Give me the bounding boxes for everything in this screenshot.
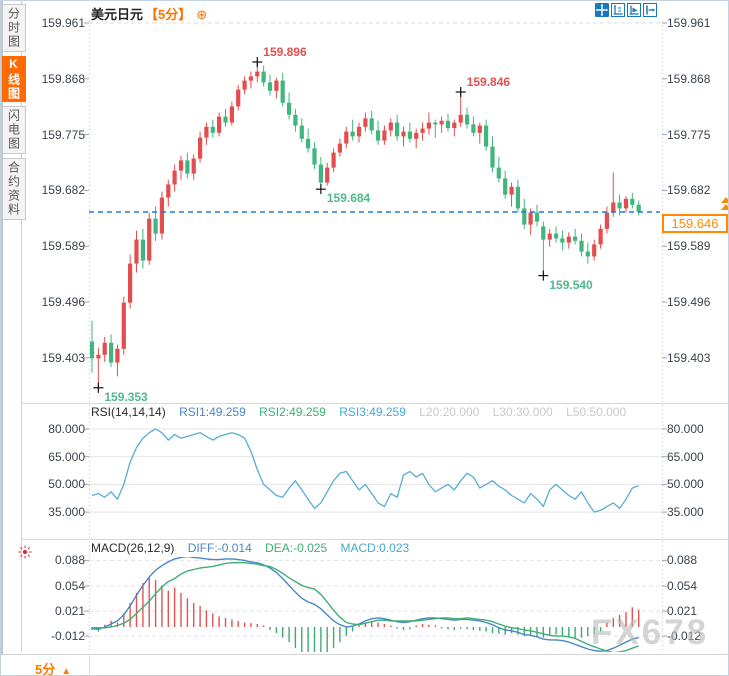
plot-borders [89,21,663,653]
rsi3-value: RSI3:49.259 [339,405,406,419]
main-y-label-left: 159.868 [41,72,85,86]
main-y-label-left: 159.496 [41,295,85,309]
shift-right-icon[interactable] [643,3,657,22]
main-y-label-right: 159.868 [667,72,711,86]
chart-toolbar [595,3,657,22]
crosshair-marker [252,57,263,67]
window-left-border [1,1,3,675]
main-y-label-left: 159.403 [41,351,85,365]
main-y-label-right: 159.589 [667,239,711,253]
crosshair-marker [93,382,104,393]
rsi-y-label-right: 65.000 [667,450,704,464]
crosshair-marker [455,87,466,97]
rsi-line [91,428,639,513]
rsi-y-label-right: 80.000 [667,422,704,436]
period-selector[interactable]: 5分 ▲ [35,659,72,676]
chart-title: 美元日元 【5分】 ⊕ [91,4,207,23]
rsi-y-label-left: 35.000 [48,505,85,519]
candlesticks [89,62,641,388]
crosshair-marker [538,270,549,281]
zoom-x-axis-icon[interactable] [627,3,641,22]
price-annotation: 159.684 [326,191,371,206]
rsi-y-label-left: 50.000 [48,477,85,491]
rsi-y-label-right: 50.000 [667,477,704,491]
main-y-label-right: 159.403 [667,351,711,365]
watermark: FX678 [591,613,710,652]
rsi-header: RSI(14,14,14) RSI1:49.259 RSI2:49.259 RS… [91,405,661,419]
sidebar-tab-4[interactable]: 合约资料 [2,158,26,220]
rsi-l50: L50:50.000 [566,405,627,419]
rsi2-value: RSI2:49.259 [259,405,326,419]
main-y-label-right: 159.775 [667,128,711,142]
macd-y-label-right: -0.012 [667,629,702,643]
add-indicator-icon[interactable]: ⊕ [196,7,208,22]
pan-icon[interactable] [595,3,609,22]
rsi-l20: L20:20.000 [419,405,480,419]
macd-header: MACD(26,12,9) DIFF:-0.014 DEA:-0.025 MAC… [91,541,661,555]
panel-dividers [21,403,728,540]
price-annotation: 159.353 [104,389,148,404]
bottom-bar-divider [89,655,90,675]
macd-histogram [91,577,640,652]
current-price-badge: 159.646 [662,214,728,233]
macd-y-label-left: 0.021 [54,604,85,618]
main-y-label-left: 159.682 [41,183,85,197]
rsi-y-label-right: 35.000 [667,505,704,519]
macd-params: MACD(26,12,9) [91,541,175,555]
rsi-y-label-left: 65.000 [48,450,85,464]
main-y-label-right: 159.496 [667,295,711,309]
main-y-label-right: 159.961 [667,16,711,30]
price-annotation: 159.896 [263,45,307,59]
sidebar-tab-3[interactable]: 闪电图 [2,106,26,154]
macd-y-label-left: 0.054 [54,579,85,593]
zoom-y-axis-icon[interactable] [611,3,625,22]
axis-ticks [84,22,667,637]
diff-value: DIFF:-0.014 [187,541,252,555]
rsi-params: RSI(14,14,14) [91,405,166,419]
price-arrow-icon [721,197,728,210]
period-label: 5分 [35,662,56,676]
macd-value: MACD:0.023 [340,541,410,555]
main-y-label-left: 159.775 [41,128,85,142]
macd-y-label-right: 0.054 [667,579,698,593]
symbol-name: 美元日元 [91,7,144,22]
sidebar-tab-2[interactable]: K线图 [2,56,26,102]
rsi-gridlines [89,428,662,513]
dea-value: DEA:-0.025 [265,541,328,555]
macd-y-label-right: 0.088 [667,553,698,567]
macd-y-label-right: 0.021 [667,604,698,618]
rsi-l30: L30:30.000 [492,405,553,419]
macd-y-label-left: 0.088 [54,553,85,567]
main-y-label-left: 159.589 [41,239,85,253]
price-annotation: 159.540 [549,277,593,292]
main-y-label-right: 159.682 [667,183,711,197]
macd-y-label-left: -0.012 [50,629,85,643]
period-tag: 【5分】 [145,7,192,22]
rsi1-value: RSI1:49.259 [179,405,246,419]
macd-diff-line [91,557,639,652]
main-y-label-left: 159.961 [41,16,85,30]
macd-dea-line [92,562,639,652]
bottom-bar: 5分 ▲ [1,654,728,676]
indicator-settings-icon[interactable] [18,545,32,559]
triangle-up-icon: ▲ [61,666,72,676]
crosshair-marker [315,184,326,195]
price-annotation: 159.846 [466,75,511,89]
sidebar-tab-1[interactable]: 分时图 [2,4,26,52]
rsi-y-label-left: 80.000 [48,422,85,436]
